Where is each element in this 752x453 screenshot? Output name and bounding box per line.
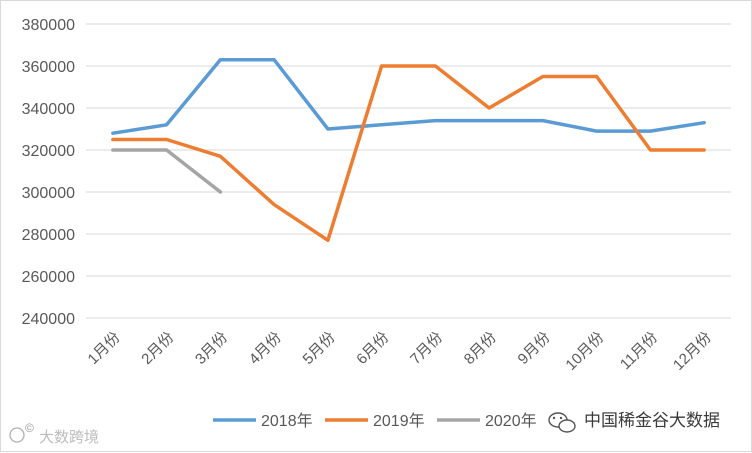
wechat-icon	[548, 412, 576, 433]
copyright-icon: ©	[25, 421, 34, 435]
x-tick-label: 8月份	[461, 329, 500, 368]
y-tick-label: 380000	[22, 17, 75, 34]
x-tick-label: 3月份	[192, 329, 231, 368]
grid-lines	[86, 23, 731, 319]
series-line-2	[111, 148, 223, 194]
y-tick-label: 360000	[22, 59, 75, 76]
y-tick-label: 320000	[22, 143, 75, 160]
x-tick-label: 9月份	[515, 329, 554, 368]
y-axis: 240000 260000 280000 300000 320000 340000 3600…	[22, 17, 75, 328]
brand-left-text: 大数跨境	[39, 428, 99, 446]
x-tick-label: 4月份	[246, 329, 285, 368]
x-tick-label: 1月份	[85, 329, 124, 368]
series-line-1	[111, 64, 706, 243]
y-tick-label: 280000	[22, 227, 75, 244]
x-tick-label: 2月份	[138, 329, 177, 368]
brand-logo-icon	[9, 427, 25, 443]
x-tick-label: 10月份	[562, 329, 607, 374]
series-line-0	[111, 57, 706, 135]
legend-label: 2020年	[485, 412, 537, 430]
brand-right-text: 中国稀金谷大数据	[584, 411, 720, 430]
watermark-left: © 大数跨境	[9, 421, 99, 446]
y-tick-label: 260000	[22, 269, 75, 286]
series-lines	[111, 57, 706, 243]
y-tick-label: 240000	[22, 311, 75, 328]
x-tick-label: 5月份	[300, 329, 339, 368]
x-axis: 1月份 2月份 3月份 4月份 5月份 6月份 7月份 8月份 9月份 10月份 11月份 12月份	[85, 329, 715, 374]
y-tick-label: 300000	[22, 185, 75, 202]
x-tick-label: 12月份	[670, 329, 715, 374]
watermark-right: 中国稀金谷大数据	[548, 411, 720, 433]
legend-label: 2019年	[373, 412, 425, 430]
legend-label: 2018年	[261, 412, 313, 430]
legend: 2018年 2019年 2020年	[213, 412, 537, 430]
x-tick-label: 7月份	[407, 329, 446, 368]
x-tick-label: 11月份	[617, 329, 661, 373]
x-tick-label: 6月份	[353, 329, 392, 368]
y-tick-label: 340000	[22, 101, 75, 118]
